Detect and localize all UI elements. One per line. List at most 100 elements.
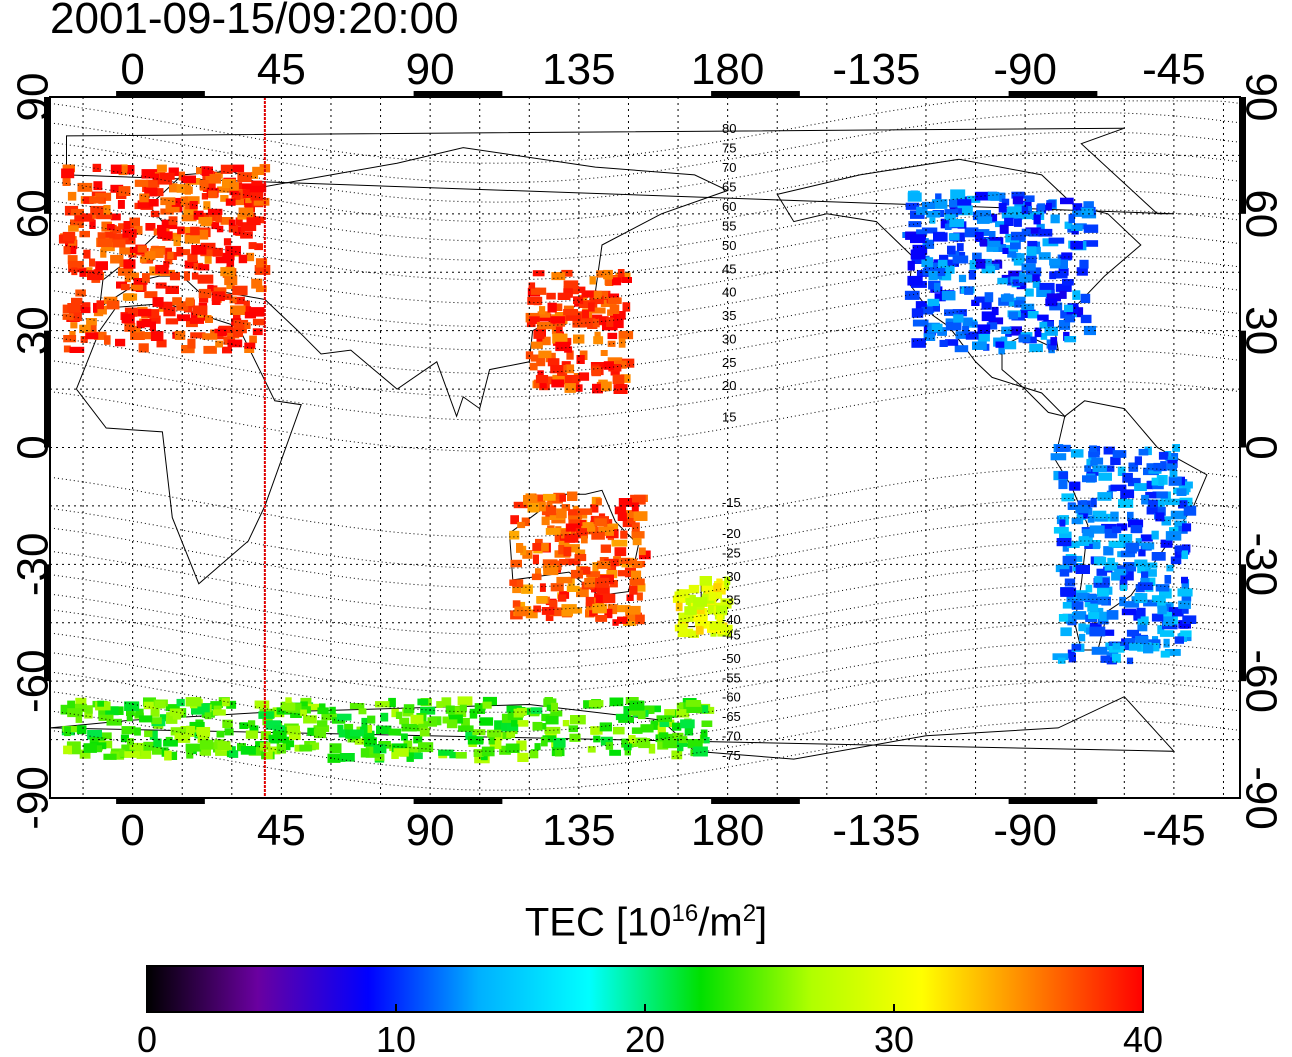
tec-cell: [489, 739, 502, 750]
tec-cell: [1138, 549, 1146, 557]
tec-cell: [181, 345, 195, 354]
tec-cell: [1083, 240, 1099, 247]
tec-cell: [1066, 594, 1080, 603]
tec-cell: [419, 727, 430, 737]
tec-cell: [190, 332, 206, 339]
tec-cell: [595, 615, 608, 622]
tec-cell: [1012, 196, 1024, 205]
tec-cell: [1126, 629, 1139, 637]
tec-cell: [695, 606, 705, 615]
tec-cell: [1060, 310, 1073, 319]
tec-cell: [1097, 492, 1112, 501]
tec-cell: [949, 199, 961, 208]
tec-cell: [547, 358, 560, 367]
tec-cell: [962, 317, 973, 326]
tec-cell: [537, 370, 544, 379]
tec-cell: [570, 569, 583, 579]
tec-cell: [107, 224, 115, 231]
tec-cell: [441, 697, 452, 708]
tec-cell: [501, 713, 512, 723]
tec-cell: [957, 199, 972, 206]
tec-cell: [590, 504, 599, 513]
tec-cell: [1162, 616, 1174, 627]
tec-cell: [709, 621, 725, 631]
tec-cell: [1069, 481, 1081, 491]
tec-cell: [1159, 630, 1175, 637]
tec-cell: [79, 749, 91, 759]
tec-cell: [1124, 601, 1140, 608]
tec-cell: [97, 732, 112, 740]
tec-cell: [276, 707, 292, 715]
tec-cell: [70, 219, 84, 228]
tec-cell: [181, 175, 196, 184]
tec-cell: [90, 205, 106, 215]
tec-cell: [1178, 600, 1191, 609]
tec-cell: [600, 350, 608, 356]
tec-cell: [1151, 552, 1166, 561]
tec-cell: [703, 737, 710, 744]
tec-cell: [203, 345, 217, 354]
tec-cell: [1025, 267, 1042, 277]
tec-cell: [204, 254, 212, 264]
tec-cell: [628, 612, 640, 622]
contour-line: [49, 598, 1241, 671]
tec-cell: [614, 506, 627, 515]
tec-cell: [62, 177, 71, 186]
tec-cell: [921, 227, 938, 234]
tec-cell: [1080, 293, 1091, 304]
tec-cell: [71, 208, 84, 216]
tec-cell: [1125, 542, 1140, 552]
frame-bar-top: [711, 91, 800, 97]
tec-cell: [171, 197, 185, 207]
tec-cell: [176, 246, 184, 257]
contour-label: 55: [722, 219, 736, 234]
tec-cell: [80, 336, 88, 343]
tec-cell: [1122, 472, 1133, 483]
frame-bar-right: [1240, 330, 1246, 448]
tec-cell: [590, 295, 604, 305]
tec-cell: [1037, 314, 1049, 321]
tec-cell: [130, 283, 143, 291]
tec-cell: [442, 716, 449, 724]
tec-cell: [536, 337, 546, 344]
tec-cell: [1134, 483, 1147, 491]
tec-cell: [223, 238, 232, 246]
tec-cell: [97, 700, 104, 707]
tec-cell: [420, 706, 436, 715]
tec-cell: [517, 521, 526, 529]
tec-cell: [115, 338, 126, 347]
tec-cell: [561, 269, 573, 277]
tec-cell: [551, 379, 565, 388]
tec-cell: [984, 292, 994, 303]
contour-label: 50: [722, 238, 736, 253]
tec-cell: [557, 594, 567, 602]
tec-cell: [1140, 577, 1150, 585]
tec-cell: [513, 501, 529, 509]
tec-cell: [185, 297, 195, 307]
tec-cell: [612, 374, 625, 384]
tec-cell: [1137, 582, 1153, 590]
tec-cell: [221, 178, 236, 188]
tec-cell: [965, 331, 979, 340]
tec-cell: [89, 196, 104, 204]
tec-cell: [104, 335, 111, 345]
tec-cell: [1143, 644, 1154, 654]
tec-cell: [215, 747, 228, 756]
tec-cell: [187, 253, 198, 263]
tec-cell: [85, 332, 99, 340]
tec-cell: [1128, 519, 1144, 528]
tec-cell: [110, 184, 124, 193]
tec-cell: [550, 365, 564, 374]
tec-cell: [1116, 523, 1128, 531]
tec-cell: [487, 729, 502, 738]
tec-cell: [1106, 610, 1119, 620]
tec-cell: [716, 612, 723, 623]
contour-label: 80: [722, 121, 736, 136]
tec-cell: [534, 743, 541, 751]
frame-bar-top: [1008, 91, 1098, 97]
tec-cell: [716, 605, 728, 615]
tec-cell: [549, 320, 558, 327]
tec-cell: [1007, 206, 1022, 216]
tec-cell: [215, 340, 223, 348]
tec-cell: [151, 746, 162, 755]
